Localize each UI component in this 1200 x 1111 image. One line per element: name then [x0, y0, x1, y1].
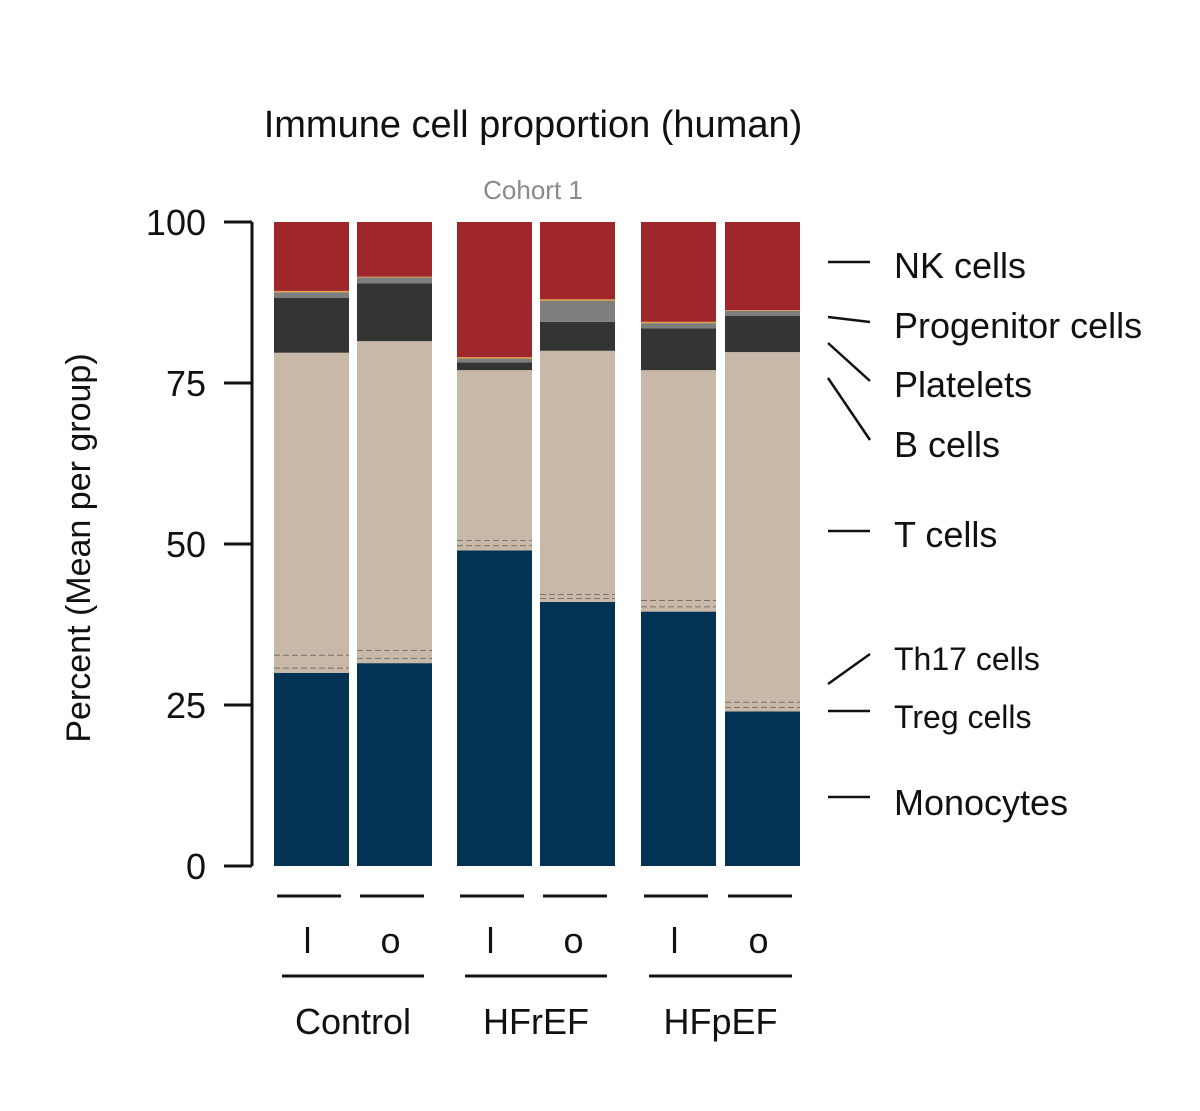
- bar-segment-platelets: [540, 300, 615, 322]
- legend-label-progenitor-cells: Progenitor cells: [894, 305, 1142, 346]
- bar-sub-label: o: [748, 920, 768, 961]
- bar-segment-th17-cells: [357, 650, 432, 658]
- bar-segment-b-cells: [540, 321, 615, 351]
- group-label: Control: [295, 1001, 411, 1042]
- bar-sub-label: o: [563, 920, 583, 961]
- bar-sub-label: l: [487, 920, 495, 961]
- bar-segment-platelets: [641, 323, 716, 329]
- bar-segment-b-cells: [274, 297, 349, 353]
- bar-segment-t-cells: [357, 341, 432, 651]
- bar-segment-treg-cells: [540, 598, 615, 602]
- bar-segment-t-cells: [274, 352, 349, 655]
- bar-segment-progenitor-cells: [641, 321, 716, 324]
- bar-segment-t-cells: [457, 370, 532, 541]
- legend-leader-progenitor-cells: [827, 315, 871, 324]
- bar-segment-t-cells: [641, 370, 716, 601]
- bar-segment-treg-cells: [725, 706, 800, 712]
- legend-label-t-cells: T cells: [894, 514, 997, 555]
- bar-segment-th17-cells: [457, 540, 532, 546]
- bars: [274, 222, 800, 866]
- x-axis-labels: l o Control l o HFrEF l o HFpEF: [277, 894, 792, 1042]
- group-label: HFpEF: [663, 1001, 777, 1042]
- bar-segment-monocytes: [457, 550, 532, 866]
- y-tick-label: 50: [166, 524, 206, 565]
- bar-segment-progenitor-cells: [357, 276, 432, 278]
- bar-segment-nk-cells: [641, 222, 716, 322]
- bar-sub-label: l: [304, 920, 312, 961]
- legend-leader-b-cells: [826, 377, 872, 441]
- y-tick-label: 25: [166, 685, 206, 726]
- legend-label-nk-cells: NK cells: [894, 245, 1026, 286]
- bar-segment-platelets: [274, 292, 349, 298]
- y-tick-label: 75: [166, 363, 206, 404]
- legend-leader-platelets: [827, 342, 871, 382]
- legend-label-monocytes: Monocytes: [894, 782, 1068, 823]
- legend: Monocytes Treg cells Th17 cells T cells B ce…: [826, 245, 1142, 823]
- legend-label-b-cells: B cells: [894, 424, 1000, 465]
- bar-stack: [357, 222, 432, 866]
- bar-segment-progenitor-cells: [274, 290, 349, 293]
- bar-segment-platelets: [457, 358, 532, 363]
- bar-segment-nk-cells: [725, 222, 800, 311]
- bar-segment-nk-cells: [274, 222, 349, 291]
- legend-leader-th17-cells: [827, 652, 871, 686]
- bar-segment-nk-cells: [357, 222, 432, 277]
- y-tick-label: 100: [146, 202, 206, 243]
- chart-subtitle: Cohort 1: [483, 175, 583, 205]
- bar-stack: [274, 222, 349, 866]
- bar-sub-label: l: [671, 920, 679, 961]
- bar-segment-platelets: [357, 277, 432, 284]
- bar-segment-b-cells: [725, 316, 800, 353]
- bar-stack: [641, 222, 716, 866]
- bar-segment-treg-cells: [274, 667, 349, 673]
- chart-title: Immune cell proportion (human): [264, 104, 803, 146]
- y-tick-label: 0: [186, 846, 206, 887]
- bar-segment-treg-cells: [357, 657, 432, 664]
- bar-segment-th17-cells: [274, 654, 349, 668]
- bar-segment-th17-cells: [641, 600, 716, 607]
- bar-segment-platelets: [725, 310, 800, 317]
- group-label: HFrEF: [483, 1001, 589, 1042]
- bar-sub-label: o: [380, 920, 400, 961]
- bar-segment-monocytes: [540, 601, 615, 866]
- legend-label-platelets: Platelets: [894, 364, 1032, 405]
- y-axis: 0 25 50 75 100: [146, 202, 254, 887]
- bar-segment-treg-cells: [457, 545, 532, 551]
- bar-segment-progenitor-cells: [725, 310, 800, 311]
- bar-segment-th17-cells: [540, 594, 615, 599]
- bar-segment-progenitor-cells: [540, 299, 615, 301]
- bar-segment-treg-cells: [641, 606, 716, 612]
- bar-segment-t-cells: [725, 352, 800, 702]
- y-axis-label: Percent (Mean per group): [60, 353, 98, 742]
- bar-segment-monocytes: [725, 711, 800, 866]
- bar-segment-monocytes: [274, 672, 349, 866]
- bar-stack: [457, 222, 532, 866]
- bar-stack: [725, 222, 800, 866]
- bar-segment-nk-cells: [457, 222, 532, 358]
- bar-stack: [540, 222, 615, 866]
- bar-segment-nk-cells: [540, 222, 615, 300]
- legend-label-th17-cells: Th17 cells: [894, 641, 1040, 677]
- bar-segment-t-cells: [540, 350, 615, 595]
- bar-segment-monocytes: [357, 663, 432, 866]
- bar-segment-b-cells: [457, 362, 532, 371]
- legend-label-treg-cells: Treg cells: [894, 699, 1032, 735]
- bar-segment-progenitor-cells: [457, 357, 532, 359]
- bar-segment-b-cells: [641, 328, 716, 371]
- bar-segment-th17-cells: [725, 701, 800, 707]
- bar-segment-b-cells: [357, 283, 432, 342]
- bar-segment-monocytes: [641, 611, 716, 866]
